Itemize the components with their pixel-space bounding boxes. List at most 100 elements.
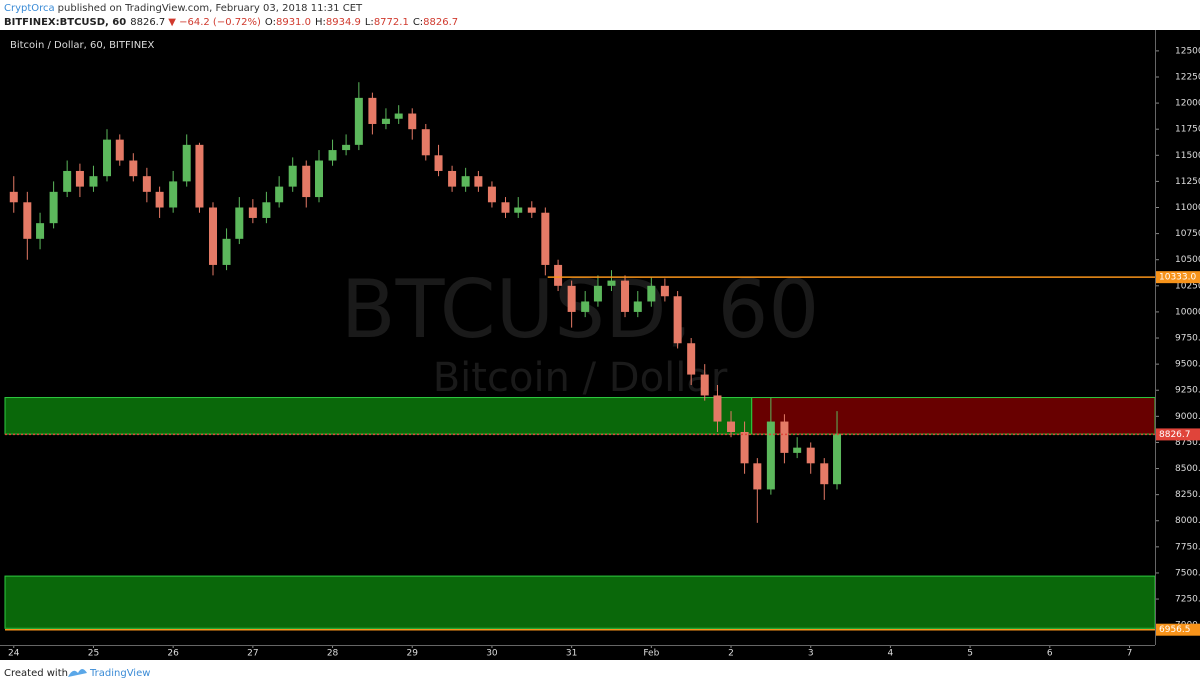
candle-body bbox=[527, 207, 536, 213]
price-tag bbox=[1156, 271, 1200, 284]
candle-body bbox=[727, 421, 736, 432]
candle-body bbox=[235, 207, 244, 239]
y-tick-label: 10000.0 bbox=[1175, 307, 1200, 317]
price-tag-label: 8826.7 bbox=[1159, 430, 1191, 440]
x-tick-label: 4 bbox=[888, 649, 894, 659]
candle-body bbox=[501, 202, 510, 213]
candle-body bbox=[89, 176, 98, 187]
candle-body bbox=[354, 97, 363, 145]
author[interactable]: CryptOrca bbox=[4, 3, 55, 14]
candle-body bbox=[780, 421, 789, 453]
publish-line: CryptOrca published on TradingView.com, F… bbox=[4, 3, 363, 14]
y-tick-label: 8000.0 bbox=[1175, 516, 1200, 526]
candle-body bbox=[660, 285, 669, 297]
candle-body bbox=[607, 280, 616, 286]
candle-body bbox=[36, 223, 45, 239]
y-tick-label: 10250.0 bbox=[1175, 281, 1200, 291]
zone bbox=[4, 397, 753, 435]
x-tick-label: 7 bbox=[1127, 649, 1133, 659]
candle-body bbox=[209, 207, 218, 265]
candle-body bbox=[342, 144, 351, 151]
candle-body bbox=[593, 285, 602, 302]
y-tick-label: 7250.0 bbox=[1175, 595, 1200, 605]
candle-body bbox=[581, 301, 590, 312]
x-tick-label: 25 bbox=[88, 649, 99, 659]
zone bbox=[4, 575, 1156, 629]
x-tick-label: 27 bbox=[247, 649, 258, 659]
candle-body bbox=[487, 186, 496, 203]
x-tick-label: 5 bbox=[967, 649, 973, 659]
y-tick-label: 11500.0 bbox=[1175, 151, 1200, 161]
candle-body bbox=[302, 165, 311, 198]
candle-body bbox=[766, 421, 775, 490]
y-tick-label: 8750.0 bbox=[1175, 438, 1200, 448]
candle-body bbox=[541, 212, 550, 265]
y-tick-label: 11000.0 bbox=[1175, 203, 1200, 213]
y-tick-label: 9250.0 bbox=[1175, 386, 1200, 396]
y-tick-label: 12500.0 bbox=[1175, 46, 1200, 56]
candle-body bbox=[474, 176, 483, 187]
candle-body bbox=[434, 155, 443, 171]
ohlc-label: H: bbox=[315, 17, 326, 28]
candle-body bbox=[567, 285, 576, 312]
header-bg bbox=[0, 0, 1200, 30]
chart-legend: Bitcoin / Dollar, 60, BITFINEX bbox=[10, 40, 154, 51]
tv-logo bbox=[68, 669, 87, 677]
brand[interactable]: TradingView bbox=[89, 668, 150, 679]
candle-body bbox=[633, 301, 642, 312]
y-tick-label: 7500.0 bbox=[1175, 568, 1200, 578]
symbol: BITFINEX:BTCUSD, 60 bbox=[4, 17, 126, 28]
candle-body bbox=[514, 207, 523, 213]
x-tick-label: 6 bbox=[1047, 649, 1053, 659]
candle-body bbox=[461, 176, 470, 187]
candle-body bbox=[448, 170, 457, 187]
x-tick-label: 31 bbox=[566, 649, 577, 659]
candle-body bbox=[647, 285, 656, 302]
y-tick-label: 10750.0 bbox=[1175, 229, 1200, 239]
candle-body bbox=[142, 176, 151, 192]
chart-bg bbox=[0, 30, 1200, 660]
candle-body bbox=[687, 343, 696, 375]
candle-body bbox=[820, 463, 829, 485]
candle-body bbox=[328, 150, 337, 161]
published: published on TradingView.com, February 0… bbox=[58, 3, 363, 14]
last-price: 8826.7 bbox=[130, 17, 165, 28]
footer-bg bbox=[0, 660, 1200, 686]
candle-body bbox=[381, 118, 390, 124]
price-tag bbox=[1156, 623, 1200, 636]
price-tag bbox=[1156, 428, 1200, 441]
candle-body bbox=[129, 160, 138, 177]
candle-body bbox=[700, 374, 709, 396]
price-tag-label: 10333.0 bbox=[1159, 273, 1196, 283]
x-tick-label: Feb bbox=[643, 649, 659, 659]
ohlc-label: C: bbox=[413, 17, 423, 28]
y-tick-label: 12250.0 bbox=[1175, 72, 1200, 82]
candle-body bbox=[806, 447, 815, 464]
ohlc-value: 8772.1 bbox=[374, 17, 409, 28]
candle-body bbox=[740, 431, 749, 464]
x-tick-label: 3 bbox=[808, 649, 814, 659]
candle-body bbox=[103, 139, 112, 177]
candle-body bbox=[314, 160, 323, 198]
candle-body bbox=[368, 97, 377, 124]
quote-line: BITFINEX:BTCUSD, 60 8826.7 ▼ −64.2 (−0.72%… bbox=[4, 17, 458, 28]
price-tag-label: 6956.5 bbox=[1159, 625, 1191, 635]
y-tick-label: 8250.0 bbox=[1175, 490, 1200, 500]
candle-body bbox=[833, 434, 842, 485]
x-tick-label: 26 bbox=[167, 649, 179, 659]
candle-body bbox=[262, 202, 271, 218]
candle-body bbox=[63, 170, 72, 192]
candle-body bbox=[155, 191, 164, 208]
candle-body bbox=[195, 144, 204, 208]
change: ▼ −64.2 (−0.72%) bbox=[168, 17, 261, 28]
candle-body bbox=[222, 238, 231, 265]
candle-body bbox=[394, 113, 403, 119]
candle-body bbox=[248, 207, 257, 218]
candle-body bbox=[75, 170, 84, 187]
candle-body bbox=[793, 447, 802, 453]
y-tick-label: 9500.0 bbox=[1175, 360, 1200, 370]
candle-body bbox=[753, 463, 762, 490]
y-tick-label: 9750.0 bbox=[1175, 334, 1200, 344]
